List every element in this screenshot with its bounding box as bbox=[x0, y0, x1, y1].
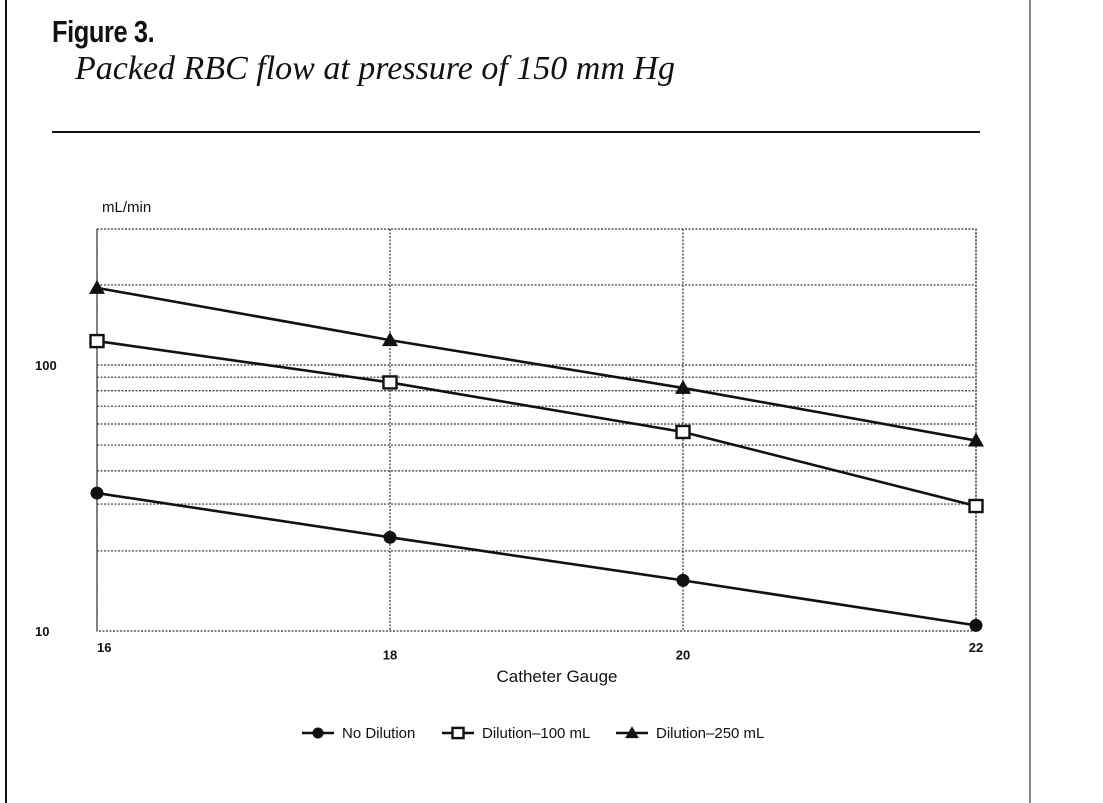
circle-marker-icon bbox=[676, 573, 690, 587]
x-tick-label: 22 bbox=[969, 640, 983, 655]
series-no-dilution bbox=[90, 486, 983, 632]
legend-label: Dilution–100 mL bbox=[482, 725, 590, 742]
chart-legend: No Dilution Dilution–100 mL Dilution–250 m… bbox=[302, 725, 764, 742]
series-line bbox=[96, 491, 977, 627]
x-axis-ticks: 16 18 20 22 bbox=[97, 640, 983, 663]
figure-title: Packed RBC flow at pressure of 150 mm Hg bbox=[75, 50, 675, 87]
triangle-marker-icon bbox=[382, 332, 398, 347]
circle-marker-icon bbox=[90, 486, 104, 500]
page-border-right bbox=[1029, 0, 1031, 803]
series-line bbox=[96, 339, 977, 508]
chart-series bbox=[89, 279, 984, 632]
triangle-marker-icon bbox=[675, 379, 691, 394]
square-marker-icon bbox=[675, 424, 691, 440]
y-tick-label: 10 bbox=[35, 624, 49, 639]
y-tick-label: 100 bbox=[35, 358, 57, 373]
y-axis-ticks: 10 100 bbox=[35, 358, 57, 639]
triangle-marker-icon bbox=[968, 432, 984, 447]
square-marker-icon bbox=[382, 375, 398, 390]
square-marker-icon bbox=[89, 333, 105, 349]
figure-label: Figure 3. bbox=[52, 14, 155, 49]
x-tick-label: 20 bbox=[676, 648, 690, 663]
legend-label: No Dilution bbox=[342, 725, 415, 742]
y-axis-unit-label: mL/min bbox=[102, 199, 151, 216]
title-divider bbox=[52, 131, 980, 133]
series-line bbox=[96, 286, 977, 442]
triangle-marker-icon bbox=[625, 726, 639, 739]
chart-grid bbox=[96, 228, 977, 632]
legend-item: No Dilution bbox=[302, 725, 415, 742]
x-tick-label: 16 bbox=[97, 640, 111, 655]
circle-marker-icon bbox=[383, 530, 397, 544]
circle-marker-icon bbox=[969, 618, 983, 632]
legend-item: Dilution–250 mL bbox=[616, 725, 764, 742]
series-dilution-100-ml bbox=[89, 333, 984, 514]
plot-frame bbox=[96, 228, 977, 632]
x-axis-label: Catheter Gauge bbox=[497, 667, 618, 686]
series-dilution-250-ml bbox=[89, 279, 984, 447]
legend-item: Dilution–100 mL bbox=[442, 725, 590, 742]
x-tick-label: 18 bbox=[383, 648, 397, 663]
circle-marker-icon bbox=[312, 727, 324, 739]
triangle-marker-icon bbox=[89, 279, 105, 294]
square-marker-icon bbox=[451, 726, 465, 740]
page-border-left bbox=[5, 0, 7, 803]
square-marker-icon bbox=[968, 498, 984, 514]
legend-label: Dilution–250 mL bbox=[656, 725, 764, 742]
